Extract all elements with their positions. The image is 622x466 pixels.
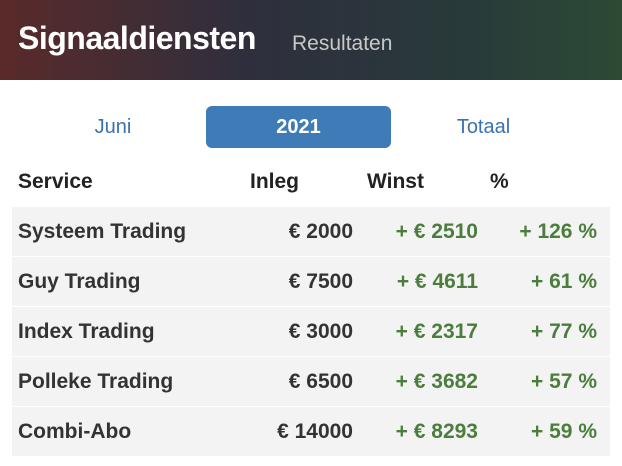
table-cell: Index Trading [18,320,155,343]
column-header: Inleg [250,170,300,193]
table-cell: + € 3682 [395,370,478,393]
tab[interactable]: Juni [94,116,132,138]
table-cell: Combi-Abo [18,420,132,443]
tab[interactable]: Totaal [456,116,511,138]
table-cell: € 2000 [288,220,353,243]
table-cell: Guy Trading [18,270,141,293]
title: Signaaldiensten [18,20,256,56]
tab[interactable]: 2021 [206,106,391,148]
table-row: Systeem Trading € 2000 + € 2510 + 126 % [12,207,610,256]
table-cell: € 3000 [288,320,353,343]
table-cell: + 57 % [531,370,597,393]
table-row: Combi-Abo € 14000 + € 8293 + 59 % [12,407,610,456]
table-cell: + 126 % [519,220,597,243]
table-cell: + € 8293 [395,420,478,443]
table-row: Polleke Trading € 6500 + € 3682 + 57 % [12,357,610,406]
table-cell: + 61 % [531,270,597,293]
table-cell: € 14000 [277,420,353,443]
table-cell: € 7500 [288,270,353,293]
subtitle: Resultaten [292,32,393,55]
table-cell: Systeem Trading [18,220,187,243]
table-cell: + 77 % [531,320,597,343]
table-cell: + € 2510 [395,220,478,243]
column-header: Winst [367,170,424,193]
table-cell: Polleke Trading [18,370,174,393]
table-row: Guy Trading € 7500 + € 4611 + 61 % [12,257,610,306]
column-header: % [490,170,509,193]
column-header: Service [18,170,93,193]
table-cell: + € 4611 [396,270,478,293]
table-cell: + € 2317 [395,320,478,343]
header: Signaaldiensten Resultaten [0,0,622,80]
table-cell: + 59 % [531,420,597,443]
table-row: Index Trading € 3000 + € 2317 + 77 % [12,307,610,356]
table-cell: € 6500 [288,370,353,393]
